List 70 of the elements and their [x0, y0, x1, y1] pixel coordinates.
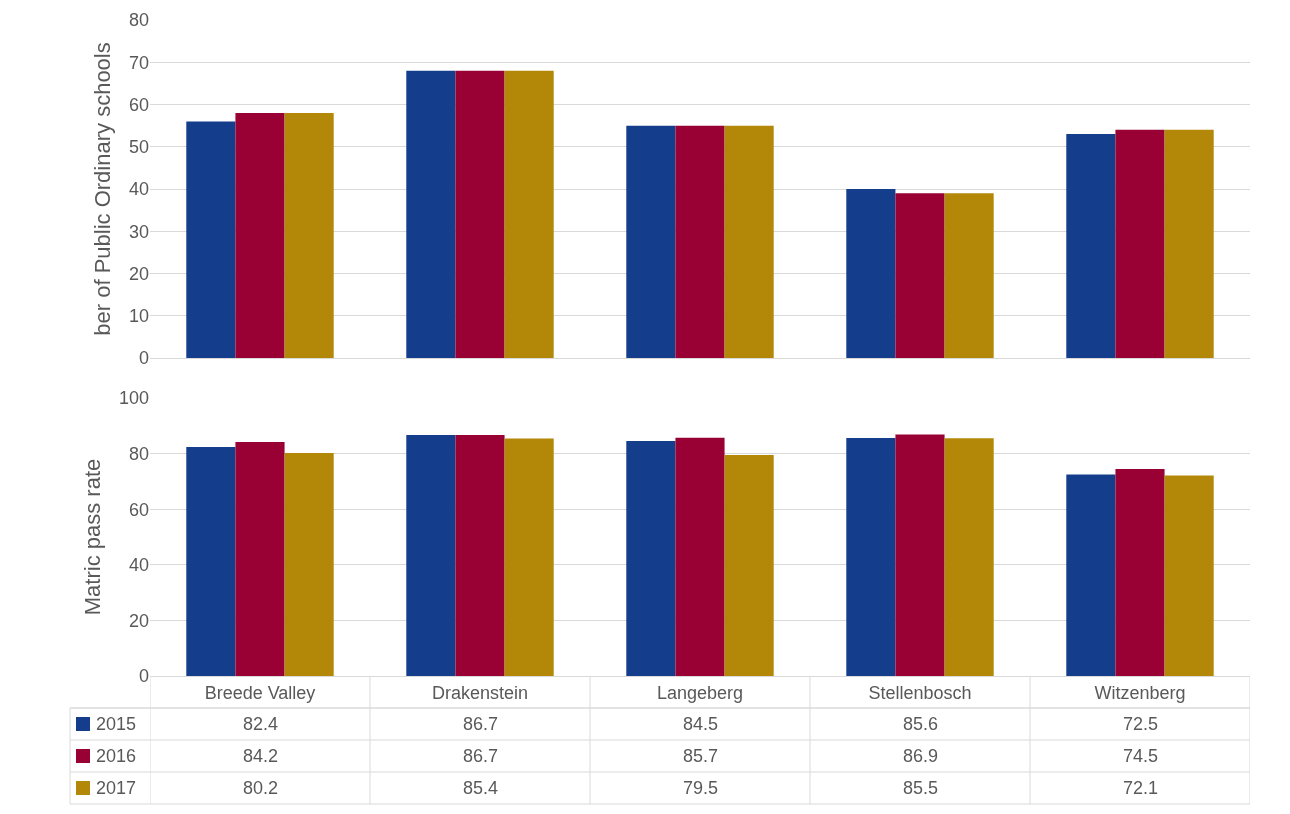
- bar: [895, 434, 945, 676]
- bar: [1164, 475, 1214, 676]
- bar: [504, 438, 554, 676]
- bar: [235, 112, 285, 358]
- y-axis-title: Matric pass rate: [79, 458, 105, 616]
- bar: [895, 193, 945, 358]
- bar: [186, 121, 236, 358]
- x-tick-label: Breede Valley: [204, 682, 316, 703]
- y-tick-label: 80: [128, 10, 149, 31]
- x-tick-label: Drakenstein: [431, 682, 529, 703]
- y-tick-label: 70: [128, 52, 149, 73]
- data-label: 85.5: [903, 778, 939, 798]
- data-label: 86.7: [463, 714, 499, 734]
- bar: [1066, 474, 1116, 676]
- data-label: 79.5: [683, 778, 719, 798]
- bar: [406, 70, 456, 358]
- data-label: 80.2: [243, 778, 279, 798]
- bar: [455, 70, 505, 358]
- bar: [1164, 129, 1214, 358]
- data-label: 74.5: [1123, 746, 1159, 766]
- data-label: 86.9: [903, 746, 939, 766]
- data-label: 84.2: [243, 746, 279, 766]
- y-tick-label: 60: [128, 94, 149, 115]
- y-tick-label: 0: [138, 666, 149, 687]
- y-tick-label: 10: [128, 306, 149, 327]
- data-label: 82.4: [243, 714, 279, 734]
- data-label: 72.5: [1123, 714, 1159, 734]
- data-label: 86.7: [463, 746, 499, 766]
- bar: [944, 438, 994, 676]
- bar: [284, 112, 334, 358]
- x-tick-label: Witzenberg: [1094, 682, 1186, 703]
- bar: [235, 441, 285, 676]
- legend-label: 2015: [96, 714, 137, 734]
- bar: [675, 125, 725, 358]
- y-tick-label: 60: [128, 499, 149, 520]
- bar: [455, 434, 505, 676]
- bar: [1066, 134, 1116, 358]
- bar: [724, 454, 774, 676]
- bar: [186, 446, 236, 676]
- data-label: 85.4: [463, 778, 499, 798]
- bar: [504, 70, 554, 358]
- bar: [626, 125, 676, 358]
- x-tick-label: Stellenbosch: [868, 682, 972, 703]
- bar: [284, 453, 334, 676]
- data-label: 85.7: [683, 746, 719, 766]
- y-tick-label: 20: [128, 263, 149, 284]
- bar: [675, 437, 725, 676]
- legend-label: 2017: [96, 778, 137, 798]
- bar: [944, 193, 994, 358]
- bar: [626, 441, 676, 676]
- data-label: 72.1: [1123, 778, 1159, 798]
- y-axis-title: ber of Public Ordinary schools: [89, 42, 115, 336]
- data-label: 85.6: [903, 714, 939, 734]
- bar: [846, 189, 896, 358]
- y-tick-label: 40: [128, 179, 149, 200]
- x-tick-label: Langeberg: [656, 682, 744, 703]
- data-label: 84.5: [683, 714, 719, 734]
- y-tick-label: 100: [118, 388, 149, 409]
- bar: [1115, 468, 1165, 676]
- y-tick-label: 0: [138, 348, 149, 369]
- bar: [724, 125, 774, 358]
- y-tick-label: 20: [128, 610, 149, 631]
- y-tick-label: 40: [128, 555, 149, 576]
- y-tick-label: 50: [128, 137, 149, 158]
- y-tick-label: 30: [128, 221, 149, 242]
- bar: [1115, 129, 1165, 358]
- legend-label: 2016: [96, 746, 137, 766]
- y-tick-label: 80: [128, 443, 149, 464]
- bar: [846, 438, 896, 676]
- bar: [406, 434, 456, 676]
